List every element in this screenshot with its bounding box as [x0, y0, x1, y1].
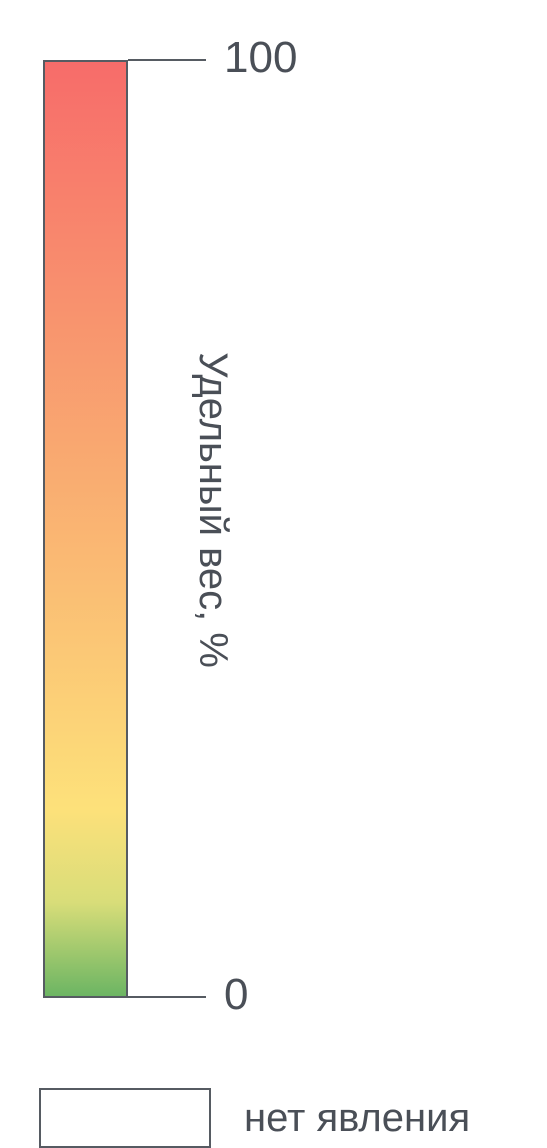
- no-data-swatch: [39, 1088, 211, 1148]
- colorbar-min-label: 0: [224, 970, 249, 1019]
- colorbar-axis-title: Удельный вес, %: [191, 352, 235, 668]
- colorbar-max-label: 100: [224, 33, 298, 82]
- colorbar-tick-min: [128, 996, 206, 998]
- colorbar-tick-max: [128, 59, 206, 61]
- no-data-label: нет явления: [244, 1096, 471, 1140]
- colorbar: [43, 60, 128, 998]
